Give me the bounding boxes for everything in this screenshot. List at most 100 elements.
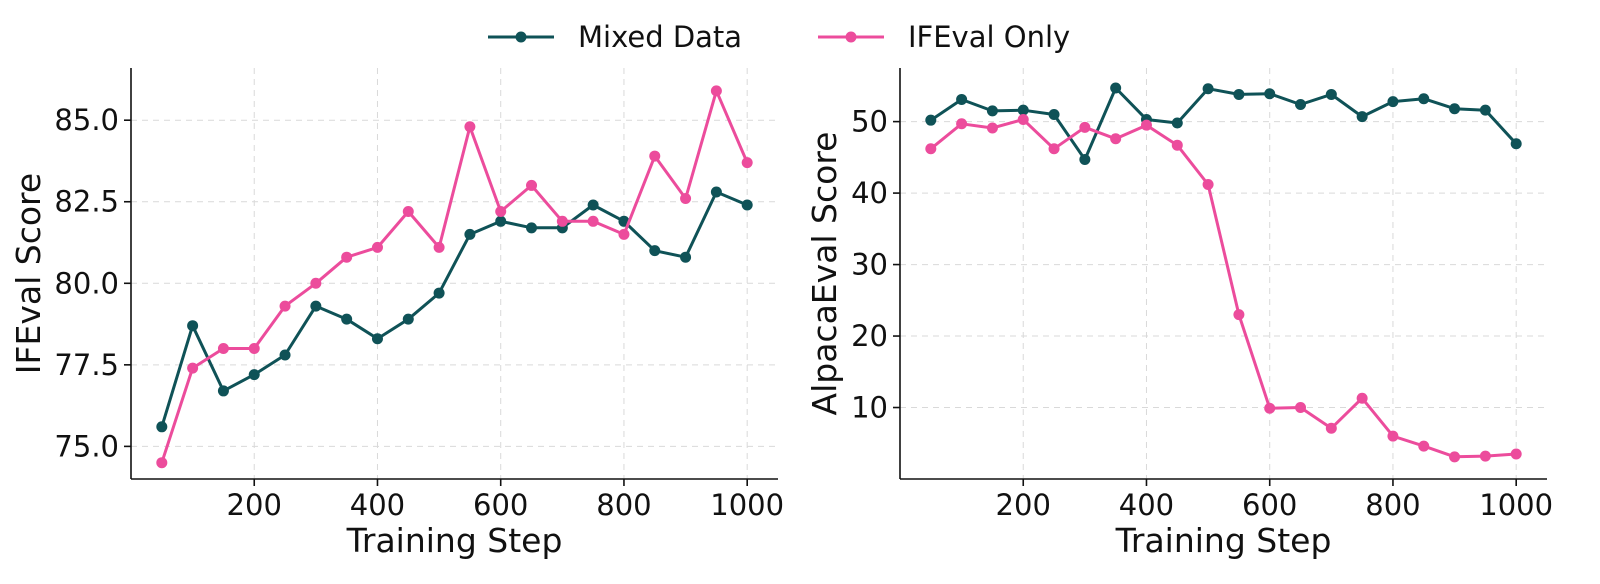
data-point-mixed-data (1356, 111, 1368, 123)
data-point-mixed-data (187, 320, 199, 332)
data-point-ifeval-only (1202, 179, 1214, 191)
legend-item-mixed-data: Mixed Data (488, 20, 742, 54)
data-point-ifeval-only (402, 206, 414, 218)
data-point-ifeval-only (217, 343, 229, 355)
data-point-ifeval-only (1449, 451, 1461, 463)
data-point-mixed-data (1449, 103, 1461, 115)
x-tick-label: 400 (1119, 488, 1174, 522)
data-point-ifeval-only (1233, 309, 1245, 321)
y-tick-label: 10 (851, 391, 888, 425)
y-tick-label: 80.0 (54, 266, 119, 300)
data-point-mixed-data (1233, 88, 1245, 100)
y-axis-label: IFEval Score (9, 173, 48, 374)
data-point-ifeval-only (741, 157, 753, 169)
x-tick-label: 400 (350, 488, 405, 522)
data-point-ifeval-only (1079, 121, 1091, 133)
x-tick-label: 1000 (710, 488, 784, 522)
series-line-mixed-data (160, 190, 748, 428)
series-mixed-data (925, 82, 1522, 165)
data-point-ifeval-only (587, 215, 599, 227)
legend-label: IFEval Only (908, 20, 1070, 54)
data-point-ifeval-only (986, 122, 998, 134)
data-point-ifeval-only (1325, 422, 1337, 434)
data-point-mixed-data (986, 105, 998, 117)
alpacaeval-panel: 200 400 600 800 1000 10 20 30 40 50 Training Step A… (805, 68, 1553, 560)
data-point-mixed-data (587, 199, 599, 211)
data-point-ifeval-only (279, 300, 291, 312)
legend-marker (845, 31, 857, 43)
data-point-mixed-data (310, 300, 322, 312)
data-point-mixed-data (925, 114, 937, 126)
series-line-ifeval-only (160, 89, 749, 464)
data-point-ifeval-only (1110, 133, 1122, 145)
x-tick-label: 600 (473, 488, 528, 522)
data-point-ifeval-only (1418, 440, 1430, 452)
data-point-mixed-data (526, 222, 538, 234)
data-point-ifeval-only (1295, 402, 1307, 414)
data-point-mixed-data (1387, 96, 1399, 108)
data-point-ifeval-only (1048, 143, 1060, 155)
data-point-mixed-data (279, 349, 291, 361)
data-point-mixed-data (1264, 88, 1276, 100)
series-ifeval-only (925, 113, 1522, 463)
x-axis-label: Training Step (346, 521, 563, 560)
data-point-ifeval-only (341, 251, 353, 263)
data-point-mixed-data (1110, 82, 1122, 94)
data-point-ifeval-only (187, 362, 199, 374)
data-point-mixed-data (1171, 117, 1183, 129)
data-point-ifeval-only (495, 206, 507, 218)
data-point-mixed-data (433, 287, 445, 299)
data-point-mixed-data (1479, 104, 1491, 116)
data-point-mixed-data (1325, 88, 1337, 100)
data-point-mixed-data (1295, 98, 1307, 110)
x-axis-label: Training Step (1115, 521, 1332, 560)
data-point-ifeval-only (464, 121, 476, 133)
data-point-ifeval-only (680, 192, 692, 204)
data-point-mixed-data (217, 385, 229, 397)
data-point-ifeval-only (1356, 392, 1368, 404)
data-point-ifeval-only (1510, 448, 1522, 460)
y-tick-label: 50 (851, 105, 888, 139)
legend-label: Mixed Data (578, 20, 742, 54)
y-tick-label: 40 (851, 176, 888, 210)
x-tick-label: 800 (596, 488, 651, 522)
data-point-ifeval-only (1387, 430, 1399, 442)
y-tick-label: 20 (851, 319, 888, 353)
y-tick-label: 75.0 (54, 429, 119, 463)
x-tick-label: 200 (996, 488, 1051, 522)
data-point-mixed-data (495, 215, 507, 227)
y-axis-label: AlpacaEval Score (805, 132, 844, 416)
data-point-mixed-data (710, 186, 722, 198)
data-point-ifeval-only (618, 228, 630, 240)
data-point-ifeval-only (1479, 450, 1491, 462)
data-point-ifeval-only (1017, 113, 1029, 125)
legend-marker (515, 31, 527, 43)
data-point-mixed-data (248, 369, 260, 381)
data-point-ifeval-only (556, 215, 568, 227)
data-point-ifeval-only (433, 241, 445, 253)
y-tick-label: 77.5 (54, 348, 119, 382)
data-point-mixed-data (741, 199, 753, 211)
data-point-mixed-data (680, 251, 692, 263)
data-point-ifeval-only (1171, 139, 1183, 151)
series-ifeval-only (156, 85, 753, 469)
data-point-ifeval-only (649, 150, 661, 162)
data-point-ifeval-only (956, 118, 968, 130)
y-tick-label: 85.0 (54, 103, 119, 137)
data-point-mixed-data (956, 93, 968, 105)
data-point-mixed-data (1418, 93, 1430, 105)
data-point-ifeval-only (526, 179, 538, 191)
data-point-ifeval-only (371, 241, 383, 253)
data-point-ifeval-only (1140, 119, 1152, 131)
data-point-mixed-data (402, 313, 414, 325)
data-point-mixed-data (156, 421, 168, 433)
data-point-mixed-data (341, 313, 353, 325)
legend-item-ifeval-only: IFEval Only (818, 20, 1070, 54)
data-point-ifeval-only (310, 277, 322, 289)
x-tick-label: 800 (1365, 488, 1420, 522)
data-point-ifeval-only (1264, 402, 1276, 414)
x-tick-label: 600 (1242, 488, 1297, 522)
data-point-mixed-data (464, 228, 476, 240)
data-point-mixed-data (371, 333, 383, 345)
y-tick-label: 30 (851, 248, 888, 282)
